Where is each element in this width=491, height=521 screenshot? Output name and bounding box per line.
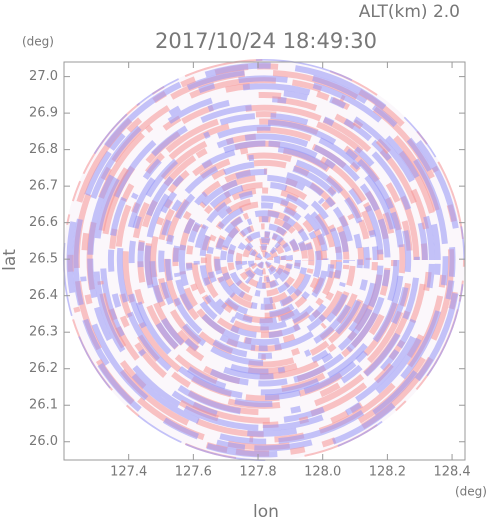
ring-texture: [220, 216, 308, 304]
subtitle: ALT(km) 2.0: [359, 2, 460, 22]
ring-texture: [214, 210, 314, 310]
ring-texture: [185, 181, 343, 339]
chart-title: 2017/10/24 18:49:30: [155, 29, 377, 53]
ring-texture: [240, 236, 288, 284]
y-unit: (deg): [22, 35, 54, 49]
y-tick-label: 26.9: [29, 106, 58, 121]
y-axis-label: lat: [0, 249, 20, 271]
x-tick-label: 128.2: [369, 465, 406, 480]
ring-texture: [100, 96, 428, 424]
ring-texture: [72, 68, 456, 452]
x-tick-label: 127.4: [110, 465, 147, 480]
y-tick-label: 26.2: [29, 361, 58, 376]
y-tick-label: 26.4: [29, 288, 58, 303]
ring-texture: [234, 230, 294, 290]
x-tick-label: 128.0: [304, 465, 341, 480]
ring-texture: [87, 83, 441, 437]
ring-texture: [93, 89, 435, 431]
y-tick-label: 26.7: [29, 179, 58, 194]
ring-texture: [144, 140, 384, 380]
y-tick-label: 26.1: [29, 398, 58, 413]
y-tick-label: 26.6: [29, 215, 58, 230]
x-axis-label: lon: [253, 502, 279, 521]
ring-texture: [227, 223, 301, 297]
ring-texture: [128, 124, 400, 396]
ring-texture: [206, 202, 322, 318]
x-unit: (deg): [455, 485, 487, 499]
ring-texture: [116, 112, 412, 408]
ring-texture: [165, 161, 363, 359]
ring-texture: [122, 118, 406, 402]
x-tick-label: 128.4: [433, 465, 470, 480]
ring-texture: [107, 103, 421, 417]
ring-texture: [172, 168, 356, 352]
y-tick-label: 26.3: [29, 325, 58, 340]
ring-texture: [66, 62, 462, 458]
ring-texture: [79, 75, 449, 445]
y-tick-label: 26.0: [29, 434, 58, 449]
ring-texture: [193, 189, 335, 331]
ring-texture: [149, 145, 379, 375]
y-tick-label: 26.8: [29, 142, 58, 157]
plot-frame: [63, 61, 466, 461]
x-tick-label: 127.6: [175, 465, 212, 480]
radar-field: [63, 59, 465, 461]
y-tick-label: 26.5: [29, 252, 58, 267]
ring-texture: [247, 243, 281, 277]
ring-texture: [254, 250, 274, 270]
ring-texture: [178, 174, 350, 346]
ring-texture: [199, 195, 329, 325]
ring-texture: [227, 223, 301, 297]
x-tick-label: 127.8: [239, 465, 276, 480]
ring-texture: [137, 133, 391, 387]
ring-texture: [158, 154, 370, 366]
y-tick-label: 27.0: [29, 69, 58, 84]
